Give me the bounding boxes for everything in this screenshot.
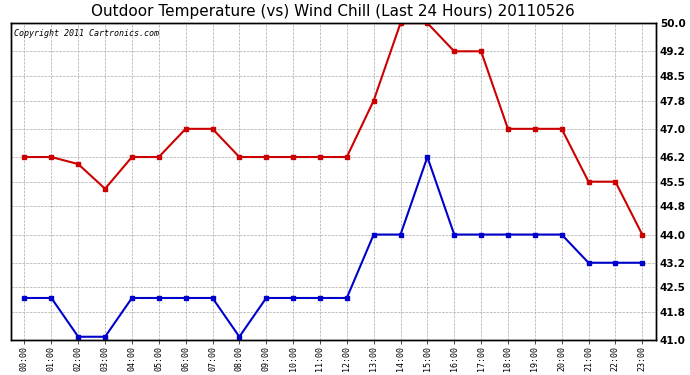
Text: Copyright 2011 Cartronics.com: Copyright 2011 Cartronics.com [14, 30, 159, 39]
Title: Outdoor Temperature (vs) Wind Chill (Last 24 Hours) 20110526: Outdoor Temperature (vs) Wind Chill (Las… [92, 4, 575, 19]
